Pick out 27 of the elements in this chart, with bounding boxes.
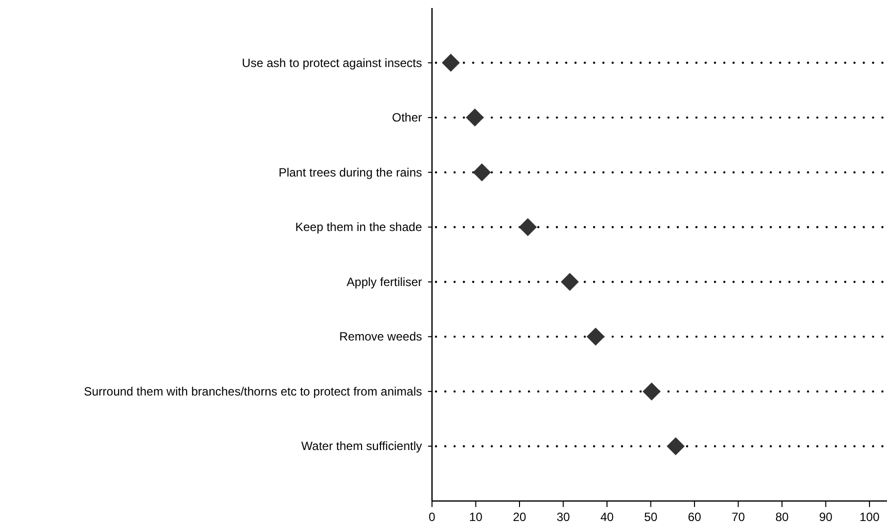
x-tick-label: 100 [859, 510, 880, 524]
y-tick-label: Surround them with branches/thorns etc to protect from animals [84, 384, 422, 398]
point [642, 382, 661, 400]
point [466, 108, 484, 127]
y-tick-label: Use ash to protect against insects [242, 56, 422, 70]
x-tick-label: 70 [732, 510, 746, 524]
y-tick-label: Plant trees during the rains [278, 165, 422, 180]
y-tick-label: Other [392, 110, 422, 125]
x-tick-label: 20 [512, 510, 526, 524]
x-tick-label: 80 [775, 510, 789, 524]
point [666, 437, 685, 456]
x-tick-label: 10 [469, 510, 483, 524]
y-tick-label: Remove weeds [339, 330, 422, 344]
x-tick-label: 30 [556, 510, 570, 524]
y-tick-label: Water them sufficiently [301, 439, 422, 454]
x-tick-label: 50 [644, 510, 658, 524]
x-tick-label: 90 [819, 510, 833, 524]
point [518, 218, 537, 236]
point [586, 328, 605, 346]
point [472, 163, 491, 182]
point [560, 272, 579, 291]
y-tick-label: Apply fertiliser [346, 274, 422, 289]
x-tick-label: 60 [688, 510, 702, 524]
point [442, 54, 460, 72]
x-tick-label: 40 [600, 510, 614, 524]
x-tick-label: 0 [428, 510, 436, 524]
y-tick-label: Keep them in the shade [295, 220, 422, 234]
